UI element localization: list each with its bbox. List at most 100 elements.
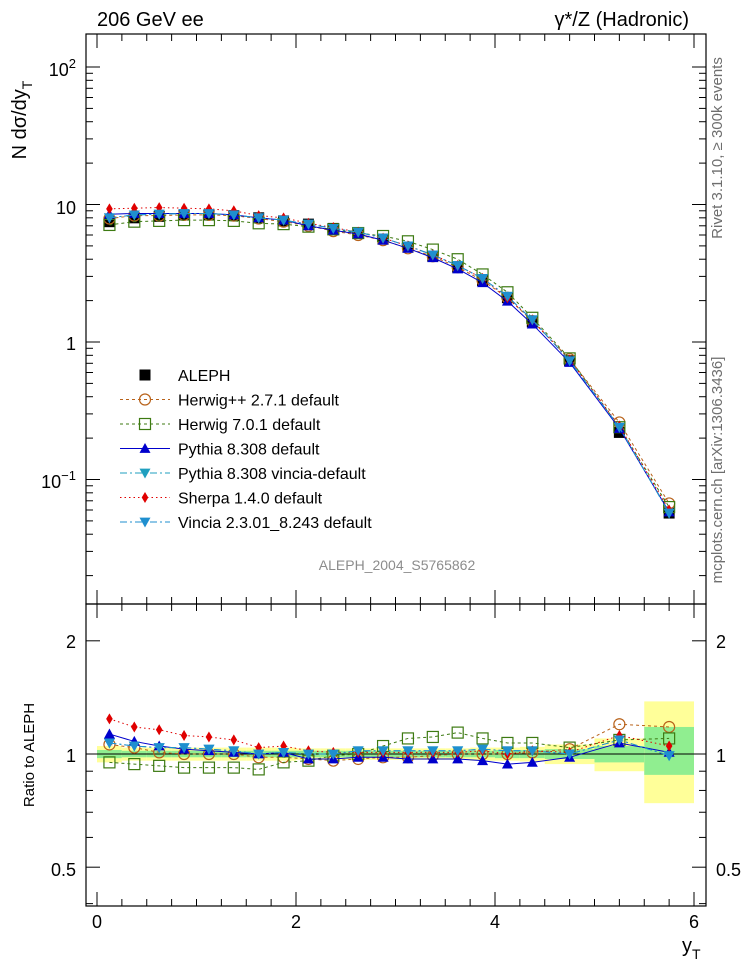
ratio-ytick-2-right: 2	[716, 632, 726, 652]
main-point-vincia-2-3-01-8-243-default	[327, 224, 339, 234]
legend-item-pythia-8-308-vincia-default: Pythia 8.308 vincia-default	[120, 466, 366, 483]
legend-marker	[139, 517, 151, 528]
main-point-vincia-2-3-01-8-243-default	[203, 209, 215, 220]
legend-label: Pythia 8.308 vincia-default	[178, 466, 366, 483]
ratio-point-vincia-2-3-01-8-243-default	[103, 738, 115, 749]
main-point-vincia-2-3-01-8-243-default	[103, 213, 115, 224]
legend-label: Pythia 8.308 default	[178, 442, 320, 459]
x-axis-title: yT	[682, 935, 701, 962]
ratio-point-vincia-2-3-01-8-243-default	[477, 744, 489, 755]
main-point-vincia-2-3-01-8-243-default	[564, 356, 576, 367]
main-point-vincia-2-3-01-8-243-default	[178, 209, 190, 220]
legend-label: Herwig++ 2.7.1 default	[178, 393, 340, 410]
ratio-point-pythia-8-308-default	[501, 758, 513, 769]
ratio-point-vincia-2-3-01-8-243-default	[613, 735, 625, 746]
ratio-point-herwig-7-0-1-default	[252, 763, 265, 776]
ratio-point-pythia-8-308-default	[402, 753, 414, 764]
ratio-point-vincia-2-3-01-8-243-default	[327, 749, 339, 760]
legend-item-vincia-2-3-01-8-243-default: Vincia 2.3.01_8.243 default	[120, 515, 372, 532]
main-point-vincia-2-3-01-8-243-default	[278, 215, 290, 226]
svg-text:mcplots.cern.ch [arXiv:1306.34: mcplots.cern.ch [arXiv:1306.3436]	[709, 357, 726, 584]
ytick-100: 102	[49, 56, 76, 80]
ytick-10: 10	[56, 198, 76, 218]
ratio-ytick-0p5-left: 0.5	[51, 860, 76, 880]
ratio-point-sherpa-1-4-0-default	[616, 729, 623, 741]
xtick-4: 4	[490, 912, 500, 932]
main-point-vincia-2-3-01-8-243-default	[427, 250, 439, 261]
main-point-vincia-2-3-01-8-243-default	[477, 274, 489, 284]
legend-item-pythia-8-308-default: Pythia 8.308 default	[120, 442, 320, 459]
ratio-point-herwig-7-0-1-default	[128, 758, 141, 771]
ratio-point-herwig-7-0-1-default	[401, 732, 415, 745]
main-series-vincia-2-3-01-8-243-default	[103, 209, 675, 519]
main-point-vincia-2-3-01-8-243-default	[128, 210, 140, 221]
xtick-0: 0	[92, 912, 102, 932]
ratio-point-herwig-7-0-1-default	[103, 756, 116, 769]
main-y-tick-labels: 102 10 1 10−1	[41, 56, 76, 492]
analysis-watermark: ALEPH_2004_S5765862	[319, 557, 476, 573]
ratio-point-sherpa-1-4-0-default	[230, 734, 238, 746]
main-point-vincia-2-3-01-8-243-default	[452, 261, 464, 272]
ratio-point-vincia-2-3-01-8-243-default	[178, 743, 190, 754]
ratio-point-vincia-2-3-01-8-243-default	[663, 751, 675, 762]
ratio-point-vincia-2-3-01-8-243-default	[128, 741, 140, 752]
ratio-y-tick-labels: 2 2 1 1 0.5 0.5	[51, 632, 741, 880]
ratio-point-vincia-2-3-01-8-243-default	[427, 746, 439, 757]
ratio-point-vincia-2-3-01-8-243-default	[253, 749, 265, 760]
ratio-point-vincia-2-3-01-8-243-default	[228, 746, 240, 757]
xtick-6: 6	[689, 912, 699, 932]
ratio-point-vincia-2-3-01-8-243-default	[501, 746, 513, 757]
ratio-point-sherpa-1-4-0-default	[131, 721, 138, 733]
ratio-point-vincia-2-3-01-8-243-default	[153, 743, 165, 754]
legend-marker	[138, 393, 152, 406]
ratio-point-vincia-2-3-01-8-243-default	[278, 747, 290, 758]
ratio-ytick-1-left: 1	[66, 746, 76, 766]
main-line-sherpa-1-4-0-default	[109, 207, 670, 511]
ratio-point-pythia-8-308-default	[477, 755, 489, 766]
main-point-vincia-2-3-01-8-243-default	[663, 508, 675, 519]
ytick-1: 1	[66, 334, 76, 354]
energy-label: 206 GeV ee	[97, 9, 204, 31]
main-point-vincia-2-3-01-8-243-default	[153, 209, 165, 220]
main-series-herwig-2-7-1-default	[103, 208, 676, 510]
legend-marker	[139, 443, 151, 453]
main-point-vincia-2-3-01-8-243-default	[526, 315, 538, 326]
ratio-point-herwig-2-7-1-default	[613, 718, 626, 731]
legend-label: Herwig 7.0.1 default	[178, 417, 321, 434]
ratio-point-herwig-7-0-1-default	[177, 761, 191, 774]
ratio-ytick-2-left: 2	[66, 632, 76, 652]
ratio-series-vincia-2-3-01-8-243-default	[103, 735, 675, 762]
rivet-label: Rivet 3.1.10, ≥ 300k events	[709, 57, 726, 239]
main-point-vincia-2-3-01-8-243-default	[352, 227, 364, 238]
mcplots-label: mcplots.cern.ch [arXiv:1306.3436]	[709, 357, 726, 584]
ratio-line-vincia-2-3-01-8-243-default	[109, 739, 670, 757]
ratio-point-vincia-2-3-01-8-243-default	[452, 746, 464, 757]
legend-label: ALEPH	[178, 368, 230, 385]
ratio-ytick-1-right: 1	[716, 746, 726, 766]
ratio-point-herwig-7-0-1-default	[426, 730, 439, 744]
ratio-point-vincia-2-3-01-8-243-default	[564, 749, 576, 760]
legend-label: Sherpa 1.4.0 default	[178, 491, 323, 508]
ratio-point-sherpa-1-4-0-default	[106, 713, 113, 725]
ratio-point-sherpa-1-4-0-default	[205, 731, 213, 743]
y-axis-title-text: N dσ/dyT	[9, 80, 35, 159]
legend-marker	[139, 468, 151, 479]
legend-item-herwig-2-7-1-default: Herwig++ 2.7.1 default	[120, 393, 340, 410]
ratio-point-herwig-7-0-1-default	[153, 759, 166, 772]
legend: ALEPH Herwig++ 2.7.1 default Herwig 7.0.1 …	[120, 368, 372, 532]
ratio-point-pythia-8-308-default	[427, 753, 439, 764]
ratio-point-vincia-2-3-01-8-243-default	[526, 746, 538, 757]
x-tick-labels: 0 2 4 6	[92, 912, 699, 932]
legend-item-sherpa-1-4-0-default: Sherpa 1.4.0 default	[120, 491, 323, 508]
ratio-point-herwig-7-0-1-default	[451, 726, 464, 739]
ytick-0p1: 10−1	[41, 468, 76, 492]
ratio-point-pythia-8-308-default	[526, 756, 538, 767]
main-point-vincia-2-3-01-8-243-default	[302, 219, 314, 230]
ratio-line-herwig-7-0-1-default	[109, 732, 670, 770]
ratio-point-vincia-2-3-01-8-243-default	[352, 746, 364, 757]
legend-item-herwig-7-0-1-default: Herwig 7.0.1 default	[120, 417, 321, 434]
ratio-line-herwig-2-7-1-default	[109, 723, 670, 762]
ratio-point-pythia-8-308-default	[103, 728, 115, 739]
main-panel: 102 10 1 10−1 ALEPH_2004_S5765862 ALEPH H…	[41, 33, 707, 605]
